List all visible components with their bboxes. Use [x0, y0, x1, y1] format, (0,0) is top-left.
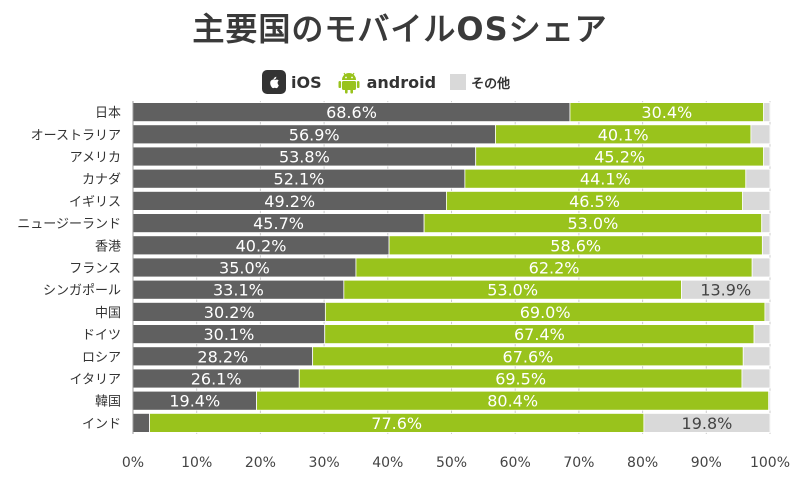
x-tick-label: 50%	[436, 455, 467, 471]
x-tick-label: 0%	[122, 455, 144, 471]
legend-item-ios: iOS	[262, 70, 322, 94]
data-label-ios: 56.9%	[289, 125, 340, 144]
data-label-android: 30.4%	[641, 103, 692, 122]
x-tick-label: 20%	[245, 455, 276, 471]
legend-item-android: android	[336, 70, 436, 94]
bar-segment-other	[768, 390, 771, 411]
category-label: 中国	[95, 306, 121, 321]
bar-segment-other	[751, 257, 771, 278]
category-label: フランス	[69, 262, 121, 277]
bar-segment-other	[761, 213, 771, 234]
apple-icon	[262, 70, 286, 94]
category-label: イギリス	[69, 195, 121, 210]
data-label-android: 69.5%	[495, 370, 546, 389]
x-tick-label: 90%	[691, 455, 722, 471]
data-label-ios: 68.6%	[326, 103, 377, 122]
category-label: 韓国	[95, 395, 121, 410]
bar-segment-other	[753, 324, 771, 345]
data-label-ios: 30.2%	[204, 303, 255, 322]
x-tick-label: 10%	[181, 455, 212, 471]
data-label-ios: 53.8%	[279, 148, 330, 167]
x-tick-label: 30%	[309, 455, 340, 471]
bar-segment-other	[764, 301, 771, 322]
data-label-android: 77.6%	[371, 414, 422, 433]
data-label-android: 53.0%	[567, 214, 618, 233]
category-label: ロシア	[82, 350, 121, 365]
data-label-ios: 52.1%	[274, 170, 325, 189]
data-label-ios: 35.0%	[219, 259, 270, 278]
category-label: ドイツ	[82, 328, 121, 343]
bar-segment-other	[750, 124, 771, 145]
legend-item-other: その他	[450, 73, 510, 92]
data-label-android: 46.5%	[569, 192, 620, 211]
data-label-android: 69.0%	[520, 303, 571, 322]
data-label-android: 58.6%	[550, 236, 601, 255]
x-tick-label: 80%	[627, 455, 658, 471]
category-label: オーストラリア	[31, 128, 121, 143]
data-label-ios: 26.1%	[191, 370, 242, 389]
category-label: シンガポール	[43, 284, 121, 299]
bar-segment-other	[741, 368, 771, 389]
legend-label-other: その他	[471, 76, 511, 92]
data-label-android: 67.6%	[503, 347, 554, 366]
category-label: カナダ	[82, 173, 121, 188]
data-label-android: 45.2%	[594, 148, 645, 167]
data-label-other: 19.8%	[682, 414, 733, 433]
data-label-android: 40.1%	[598, 125, 649, 144]
x-tick-label: 60%	[500, 455, 531, 471]
bar-segment-other	[742, 190, 771, 211]
bar-segment-other	[763, 146, 771, 167]
data-label-ios: 30.1%	[203, 325, 254, 344]
legend-label-ios: iOS	[291, 72, 322, 92]
legend: iOS android その他	[262, 70, 510, 94]
data-label-ios: 49.2%	[264, 192, 315, 211]
category-label: ニュージーランド	[17, 217, 121, 232]
data-label-ios: 19.4%	[169, 392, 220, 411]
legend-swatch-other	[450, 74, 467, 90]
data-label-ios: 28.2%	[197, 347, 248, 366]
x-tick-label: 100%	[750, 455, 790, 471]
category-label: インド	[82, 417, 121, 432]
x-tick-label: 70%	[563, 455, 594, 471]
data-label-android: 53.0%	[487, 281, 538, 300]
legend-label-android: android	[366, 72, 437, 92]
bar-segment-other	[742, 346, 771, 367]
data-label-ios: 33.1%	[213, 281, 264, 300]
data-label-android: 62.2%	[529, 259, 580, 278]
data-label-ios: 40.2%	[236, 236, 287, 255]
bar-segment-ios	[132, 412, 150, 433]
data-label-android: 80.4%	[487, 392, 538, 411]
x-tick-label: 40%	[372, 455, 403, 471]
bar-segment-other	[763, 102, 771, 122]
bar-segment-other	[643, 412, 771, 433]
bar-segment-other	[761, 235, 771, 256]
data-label-other: 13.9%	[700, 281, 751, 300]
bar-segment-other	[745, 168, 771, 189]
category-label: イタリア	[70, 373, 121, 388]
android-robot-icon	[338, 72, 360, 94]
data-label-android: 44.1%	[580, 170, 631, 189]
category-label: 香港	[95, 239, 121, 254]
chart-title: 主要国のモバイルOSシェア	[192, 10, 608, 48]
bar-segment-other	[681, 279, 771, 300]
category-label: 日本	[95, 106, 121, 121]
data-label-android: 67.4%	[514, 325, 565, 344]
data-label-ios: 45.7%	[253, 214, 304, 233]
category-label: アメリカ	[70, 151, 121, 166]
